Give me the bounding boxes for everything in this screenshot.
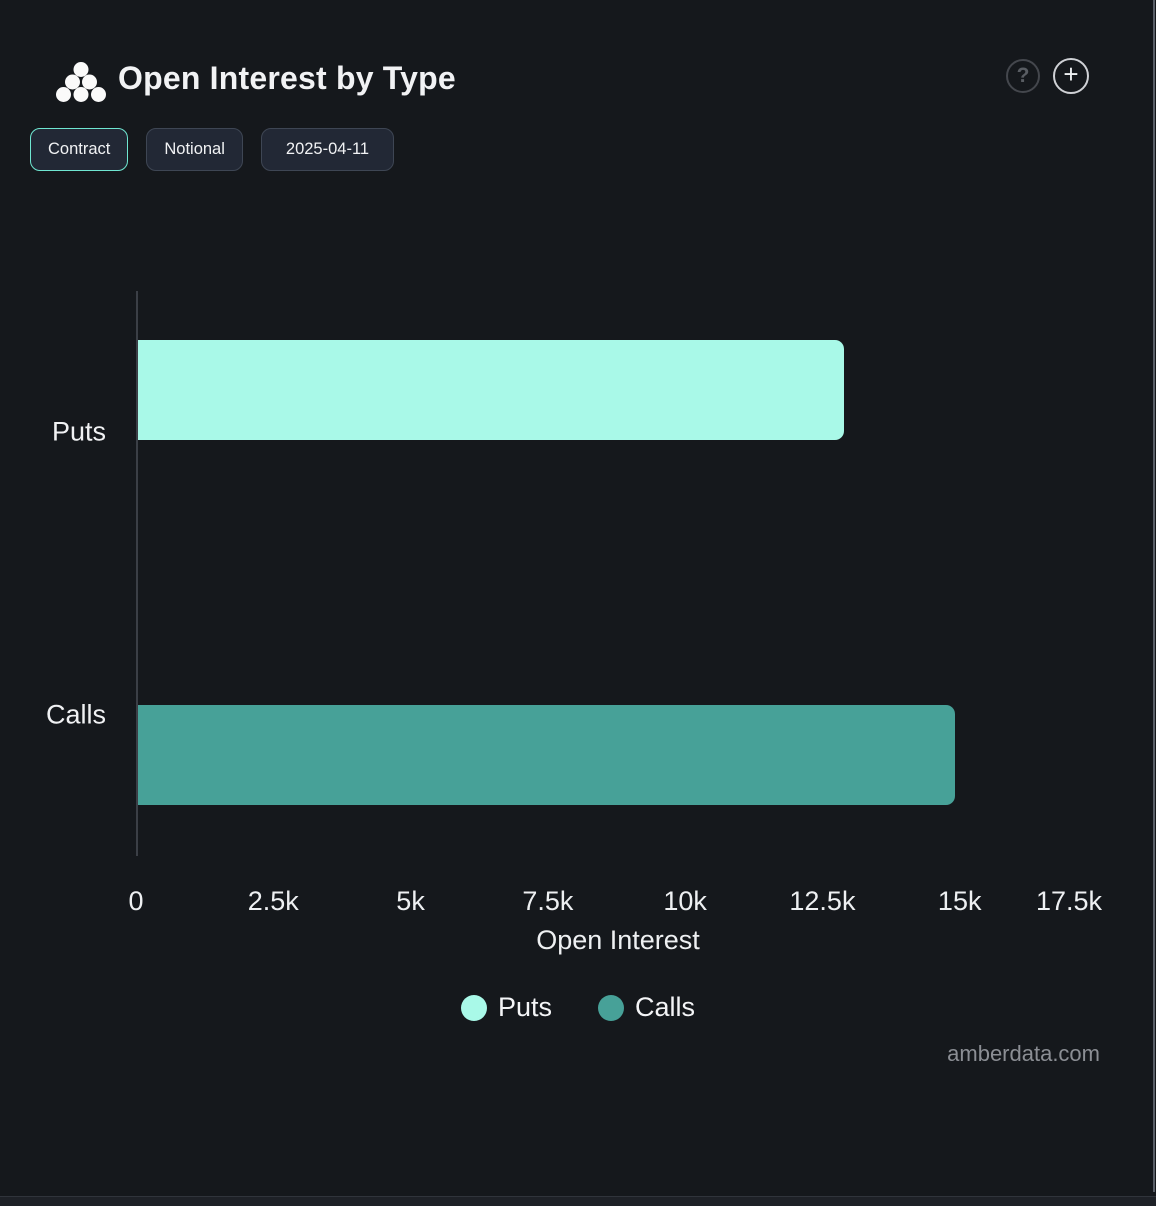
y-axis-line xyxy=(136,291,138,856)
toolbar: Contract Notional 2025-04-11 xyxy=(30,128,395,171)
watermark: amberdata.com xyxy=(947,1041,1100,1066)
x-axis-title: Open Interest xyxy=(536,925,700,955)
x-tick-label: 2.5k xyxy=(247,886,299,916)
legend: Puts Calls xyxy=(0,992,1156,1023)
contract-toggle-button[interactable]: Contract xyxy=(30,128,129,171)
x-tick-label: 5k xyxy=(396,886,425,916)
vertical-scrollbar[interactable] xyxy=(1152,0,1155,1192)
x-tick-label: 7.5k xyxy=(522,886,574,916)
notional-toggle-button[interactable]: Notional xyxy=(146,128,243,171)
amberdata-logo-icon xyxy=(56,62,106,102)
bar-calls[interactable] xyxy=(138,705,955,805)
legend-dot-puts xyxy=(460,994,487,1021)
help-icon[interactable]: ? xyxy=(1006,59,1040,93)
legend-label: Puts xyxy=(497,992,552,1022)
x-tick-label: 10k xyxy=(663,886,707,916)
legend-label: Calls xyxy=(635,992,696,1022)
add-icon[interactable]: + xyxy=(1053,58,1089,94)
header: Open Interest by Type ? + xyxy=(0,0,1156,120)
x-tick-label: 0 xyxy=(128,886,144,916)
date-picker-button[interactable]: 2025-04-11 xyxy=(260,128,395,171)
help-glyph: ? xyxy=(1016,64,1030,87)
y-axis-label-puts: Puts xyxy=(51,416,106,447)
plus-glyph: + xyxy=(1063,59,1079,89)
legend-item-calls[interactable]: Calls xyxy=(598,992,695,1023)
page-title: Open Interest by Type xyxy=(118,60,456,96)
horizontal-scrollbar-track[interactable] xyxy=(0,1196,1156,1206)
x-tick-label: 17.5k xyxy=(1035,886,1103,916)
legend-item-puts[interactable]: Puts xyxy=(460,992,552,1023)
x-tick-label: 12.5k xyxy=(789,886,856,916)
bar-puts[interactable] xyxy=(138,340,844,440)
y-axis-label-calls: Calls xyxy=(45,699,106,730)
legend-dot-calls xyxy=(598,994,624,1021)
x-tick-label: 15k xyxy=(937,886,982,916)
